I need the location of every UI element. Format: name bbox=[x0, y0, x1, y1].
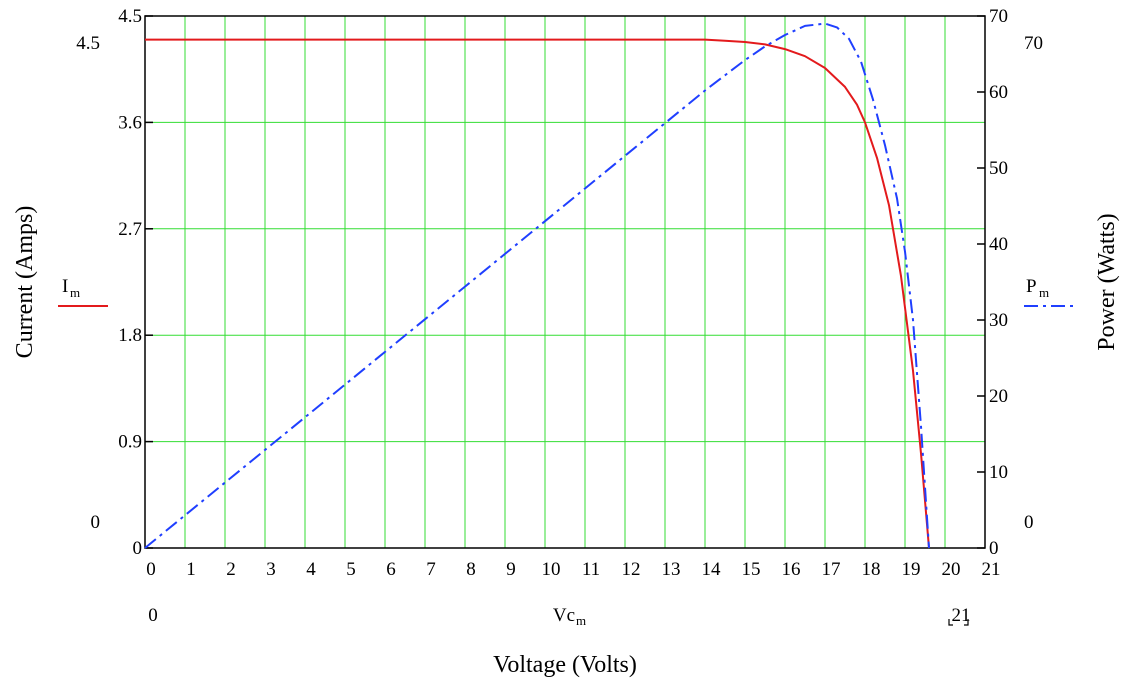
y-tick-label-2: 1.8 bbox=[118, 325, 142, 346]
y-tick-label-1: 0.9 bbox=[118, 432, 142, 453]
y2-min-corner-label: 0 bbox=[1024, 512, 1034, 533]
y2-tick-label-6: 60 bbox=[989, 82, 1008, 103]
y-tick-labels: 0 0.9 1.8 2.7 3.6 4.5 bbox=[118, 6, 142, 559]
x-tick-label-7: 7 bbox=[426, 559, 436, 580]
y-tick-label-3: 2.7 bbox=[118, 219, 142, 240]
x-tick-label-12: 12 bbox=[622, 559, 641, 580]
x-tick-labels: 0 1 2 3 4 5 6 7 8 9 10 11 12 13 14 15 16 17 18 19 20 21 bbox=[146, 559, 1000, 580]
x-axis-title: Voltage (Volts) bbox=[493, 652, 637, 678]
x-tick-label-5: 5 bbox=[346, 559, 356, 580]
series-lines bbox=[144, 22, 930, 549]
x-max-bracket-marks bbox=[948, 619, 969, 626]
plot-frame bbox=[144, 15, 986, 549]
y2-tick-label-4: 40 bbox=[989, 234, 1008, 255]
series-line-im bbox=[145, 38, 930, 549]
x-var-main: Vc bbox=[553, 605, 575, 626]
legend-current-label: I bbox=[62, 276, 68, 297]
y2-tick-label-7: 70 bbox=[989, 6, 1008, 27]
axis-ticks bbox=[145, 15, 985, 549]
grid-lines bbox=[144, 15, 986, 549]
y2-tick-label-5: 50 bbox=[989, 158, 1008, 179]
x-tick-label-14: 14 bbox=[702, 559, 722, 580]
x-tick-label-6: 6 bbox=[386, 559, 396, 580]
y-max-corner-label: 4.5 bbox=[76, 33, 100, 54]
y2-tick-label-1: 10 bbox=[989, 462, 1008, 483]
x-tick-label-1: 1 bbox=[186, 559, 196, 580]
y-axis-title: Current (Amps) bbox=[12, 206, 38, 359]
x-min-corner-label: 0 bbox=[148, 605, 158, 626]
y2-tick-label-0: 0 bbox=[989, 538, 999, 559]
y2-tick-label-3: 30 bbox=[989, 310, 1008, 331]
x-tick-label-18: 18 bbox=[862, 559, 881, 580]
legend-power-name: P bbox=[1026, 276, 1037, 297]
y2-tick-labels: 0 10 20 30 40 50 60 70 bbox=[989, 6, 1008, 559]
legend-power-label: P bbox=[1026, 276, 1037, 297]
y-min-corner-label: 0 bbox=[91, 512, 101, 533]
x-tick-label-10: 10 bbox=[542, 559, 561, 580]
y2-axis-title: Power (Watts) bbox=[1094, 213, 1120, 350]
legend-current-name: I bbox=[62, 276, 68, 297]
y2-max-corner-label: 70 bbox=[1024, 33, 1043, 54]
x-tick-label-13: 13 bbox=[662, 559, 681, 580]
x-var-label: Vc bbox=[553, 605, 575, 626]
series-line-pm bbox=[144, 22, 930, 549]
x-tick-label-2: 2 bbox=[226, 559, 236, 580]
y2-tick-label-2: 20 bbox=[989, 386, 1008, 407]
x-tick-label-17: 17 bbox=[822, 559, 841, 580]
legend-power-subscript: m bbox=[1039, 285, 1049, 300]
x-tick-label-20: 20 bbox=[942, 559, 961, 580]
x-tick-label-19: 19 bbox=[902, 559, 921, 580]
y-tick-label-0: 0 bbox=[133, 538, 143, 559]
x-tick-label-3: 3 bbox=[266, 559, 276, 580]
x-tick-label-0: 0 bbox=[146, 559, 156, 580]
x-tick-label-9: 9 bbox=[506, 559, 516, 580]
x-tick-label-8: 8 bbox=[466, 559, 476, 580]
x-tick-label-4: 4 bbox=[306, 559, 316, 580]
x-tick-label-15: 15 bbox=[742, 559, 761, 580]
x-tick-label-16: 16 bbox=[782, 559, 801, 580]
x-max-corner-label: 21 bbox=[952, 605, 971, 626]
y-tick-label-5: 4.5 bbox=[118, 6, 142, 27]
x-var-subscript: m bbox=[576, 613, 586, 628]
y-tick-label-4: 3.6 bbox=[118, 112, 142, 133]
legend-current-subscript: m bbox=[70, 285, 80, 300]
x-tick-label-11: 11 bbox=[582, 559, 600, 580]
x-tick-label-21: 21 bbox=[982, 559, 1001, 580]
